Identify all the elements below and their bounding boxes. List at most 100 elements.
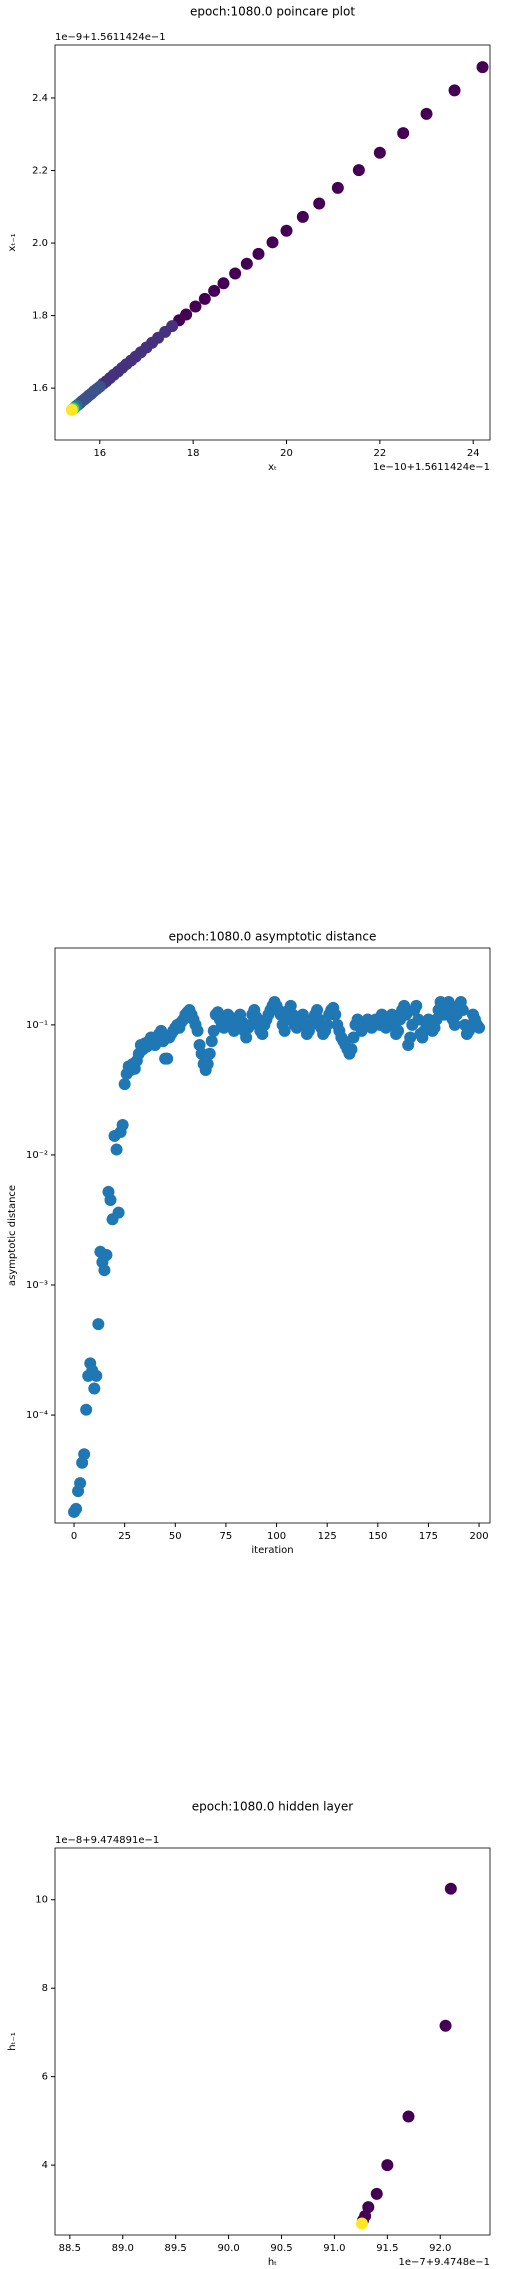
x-tick-label: 50	[169, 1531, 182, 1542]
chart-title: epoch:1080.0 asymptotic distance	[169, 930, 377, 944]
x-tick-label: 90.0	[217, 2243, 239, 2254]
chart-title: epoch:1080.0 poincare plot	[190, 5, 355, 19]
x-offset-label: 1e−10+1.5611424e−1	[373, 462, 490, 473]
point	[404, 1031, 417, 1044]
y-tick-label: 8	[42, 1983, 48, 1994]
x-tick-label: 89.0	[112, 2243, 134, 2254]
x-tick-label: 18	[187, 448, 200, 459]
point	[104, 1194, 117, 1207]
point	[116, 1118, 129, 1131]
point	[439, 2019, 452, 2032]
point	[78, 1448, 91, 1461]
x-tick-label: 90.5	[270, 2243, 292, 2254]
y-axis-label: asymptotic distance	[7, 1185, 18, 1286]
point	[100, 1249, 113, 1262]
point	[203, 1047, 216, 1060]
x-offset-label: 1e−7+9.4748e−1	[398, 2257, 490, 2268]
point	[473, 1021, 486, 1034]
point	[43, 1854, 55, 1866]
y-offset-label: 1e−9+1.5611424e−1	[55, 32, 166, 43]
point	[198, 292, 211, 305]
y-tick-label: 2.4	[32, 93, 48, 104]
y-axis-label: xₜ₋₁	[7, 233, 18, 251]
point	[161, 1052, 174, 1065]
point	[311, 1004, 324, 1017]
point	[155, 1024, 168, 1037]
point	[296, 210, 309, 223]
point	[456, 1004, 469, 1017]
y-axis-label: hₜ₋₁	[7, 2032, 18, 2051]
point	[392, 1024, 405, 1037]
y-tick-label: 10⁻⁴	[26, 1410, 48, 1421]
point	[355, 2217, 368, 2230]
point	[205, 1035, 218, 1048]
point	[88, 1382, 101, 1395]
y-tick-label: 2.2	[32, 166, 48, 177]
y-offset-label: 1e−8+9.474891e−1	[55, 1835, 159, 1846]
point	[370, 2187, 383, 2200]
point	[112, 1206, 125, 1219]
x-tick-label: 100	[267, 1531, 286, 1542]
x-tick-label: 22	[373, 448, 386, 459]
x-tick-label: 91.5	[376, 2243, 398, 2254]
point	[448, 1018, 461, 1031]
x-tick-label: 92.0	[429, 2243, 451, 2254]
plot-area	[43, 1854, 457, 2230]
y-tick-label: 10⁻¹	[26, 1020, 48, 1031]
point	[240, 257, 253, 270]
y-tick-label: 1.8	[32, 311, 48, 322]
point	[189, 300, 202, 313]
point	[331, 181, 344, 194]
axes-frame	[54, 44, 491, 441]
point	[252, 247, 265, 260]
point	[420, 107, 433, 120]
x-tick-label: 88.5	[59, 2243, 81, 2254]
plot-area	[68, 995, 486, 1518]
point	[191, 1024, 204, 1037]
point	[410, 999, 423, 1012]
point	[345, 1043, 358, 1056]
point	[208, 284, 221, 297]
x-tick-label: 89.5	[165, 2243, 187, 2254]
point	[402, 2110, 415, 2123]
point	[476, 61, 489, 74]
point	[278, 1024, 291, 1037]
x-tick-label: 20	[280, 448, 293, 459]
x-axis-label: iteration	[251, 1545, 293, 1556]
point	[256, 1028, 269, 1041]
point	[397, 127, 410, 140]
axes-frame	[54, 947, 491, 1524]
x-tick-label: 0	[71, 1531, 77, 1542]
plot-area	[65, 61, 489, 416]
x-tick-label: 175	[419, 1531, 438, 1542]
point	[321, 1018, 334, 1031]
point	[110, 1143, 123, 1156]
y-tick-label: 1.6	[32, 383, 48, 394]
point	[444, 1882, 457, 1895]
x-axis-label: hₜ	[268, 2257, 277, 2268]
point	[313, 197, 326, 210]
x-tick-label: 25	[118, 1531, 131, 1542]
point	[347, 1031, 360, 1044]
point	[201, 1058, 214, 1071]
x-tick-label: 16	[93, 448, 106, 459]
point	[296, 1008, 309, 1021]
x-tick-label: 200	[470, 1531, 489, 1542]
y-tick-label: 10	[35, 1895, 48, 1906]
chart-title: epoch:1080.0 hidden layer	[192, 1800, 354, 1814]
point	[240, 1031, 253, 1044]
point	[280, 224, 293, 237]
point	[74, 1477, 87, 1490]
point	[80, 1403, 93, 1416]
point	[229, 267, 242, 280]
point	[448, 84, 461, 97]
point	[266, 236, 279, 249]
point	[118, 1078, 131, 1091]
point	[329, 1008, 342, 1021]
x-tick-label: 91.0	[323, 2243, 345, 2254]
point	[352, 164, 365, 177]
point	[381, 2159, 394, 2172]
point	[373, 146, 386, 159]
y-tick-label: 10⁻³	[26, 1280, 48, 1291]
